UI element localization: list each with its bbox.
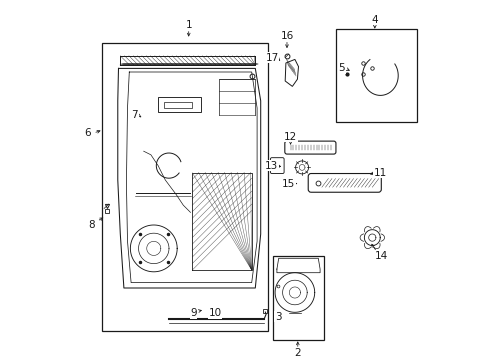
Bar xyxy=(273,256,323,340)
Text: 2: 2 xyxy=(294,348,301,358)
Text: 12: 12 xyxy=(284,132,297,142)
Bar xyxy=(336,29,416,122)
Text: 16: 16 xyxy=(280,31,293,41)
Bar xyxy=(163,102,192,108)
Bar xyxy=(158,97,201,112)
Text: 17: 17 xyxy=(265,53,278,63)
Text: 11: 11 xyxy=(373,168,386,178)
Bar xyxy=(102,43,267,331)
Text: 8: 8 xyxy=(88,220,95,230)
Text: 10: 10 xyxy=(208,308,221,318)
Text: 3: 3 xyxy=(274,312,281,322)
Text: 9: 9 xyxy=(190,308,196,318)
Text: 15: 15 xyxy=(281,179,294,189)
Text: 14: 14 xyxy=(374,251,387,261)
Text: 1: 1 xyxy=(185,20,192,30)
Text: 5: 5 xyxy=(338,63,345,73)
Text: 4: 4 xyxy=(371,15,377,25)
Text: 13: 13 xyxy=(264,161,278,171)
Text: 7: 7 xyxy=(131,110,138,120)
Text: 6: 6 xyxy=(84,128,90,138)
